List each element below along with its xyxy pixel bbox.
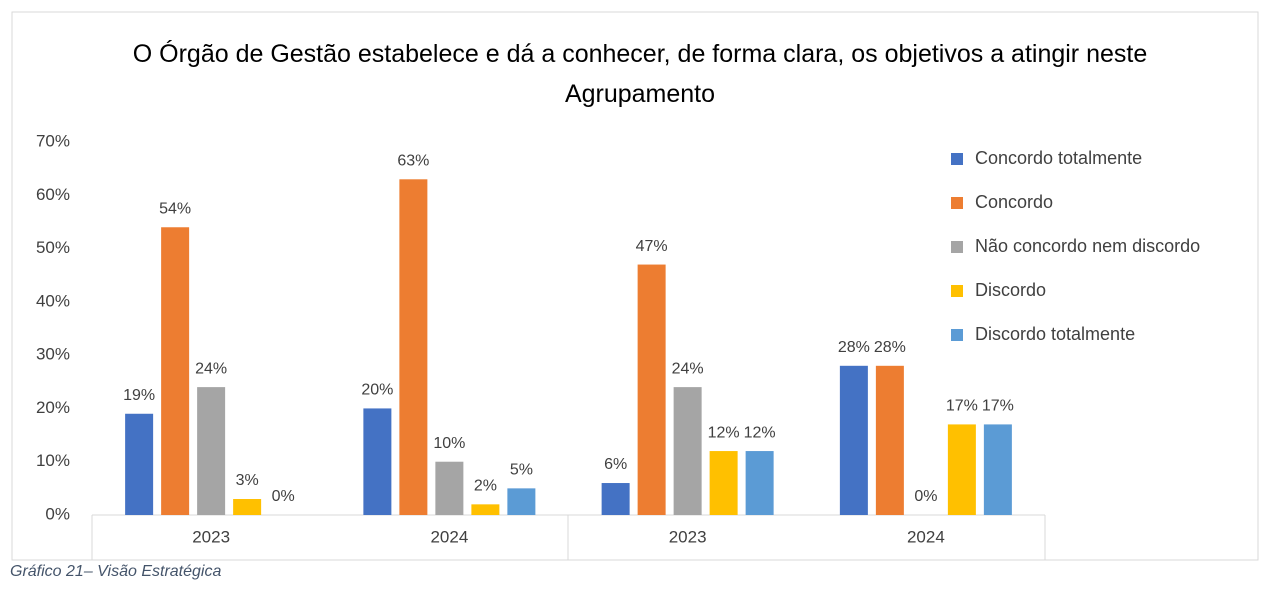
bar [673,387,702,515]
caption: Gráfico 21– Visão Estratégica [10,563,222,580]
x-tick-label: 2024 [907,527,945,546]
data-label: 0% [914,488,937,505]
y-tick-label: 30% [36,345,70,364]
legend-label: Discordo totalmente [975,324,1135,344]
y-tick-label: 40% [36,291,70,310]
data-label: 12% [744,424,776,441]
y-tick-label: 20% [36,398,70,417]
data-label: 2% [474,478,497,495]
bar [875,365,904,515]
data-label: 17% [982,398,1014,415]
data-label: 10% [433,435,465,452]
y-tick-label: 50% [36,238,70,257]
legend-swatch [951,153,963,165]
data-label: 5% [510,462,533,479]
bar [507,488,536,515]
x-tick-label: 2024 [430,527,468,546]
bar [233,499,262,515]
chart-title: O Órgão de Gestão estabelece e dá a conh… [132,40,1148,108]
data-label: 12% [708,424,740,441]
data-label: 28% [874,339,906,356]
y-tick-label: 70% [36,131,70,150]
x-tick-label: 2023 [192,527,230,546]
bar [399,179,428,516]
data-label: 24% [195,360,227,377]
bar [637,264,666,515]
bar [471,504,500,515]
bar [839,365,868,515]
bar [709,451,738,515]
bar [125,413,154,515]
legend-swatch [951,329,963,341]
bar [197,387,226,515]
data-label: 54% [159,200,191,217]
bar [435,461,464,515]
legend-swatch [951,197,963,209]
y-tick-label: 10% [36,451,70,470]
data-label: 6% [604,456,627,473]
bar [947,424,976,515]
x-tick-label: 2023 [669,527,707,546]
data-label: 28% [838,339,870,356]
y-tick-label: 0% [45,504,70,523]
data-label: 47% [636,238,668,255]
bar [983,424,1012,515]
data-label: 24% [672,360,704,377]
legend-swatch [951,241,963,253]
bar [745,451,774,515]
legend-label: Não concordo nem discordo [975,236,1200,256]
data-label: 0% [272,488,295,505]
legend-label: Concordo [975,192,1053,212]
data-label: 19% [123,387,155,404]
data-label: 3% [236,472,259,489]
legend-label: Discordo [975,280,1046,300]
data-label: 63% [397,153,429,170]
chart-frame [11,11,1259,561]
bar [161,227,190,515]
bar [601,483,630,515]
data-label: 17% [946,398,978,415]
bar [363,408,392,515]
y-tick-label: 60% [36,185,70,204]
legend-label: Concordo totalmente [975,148,1142,168]
data-label: 20% [361,382,393,399]
legend-swatch [951,285,963,297]
